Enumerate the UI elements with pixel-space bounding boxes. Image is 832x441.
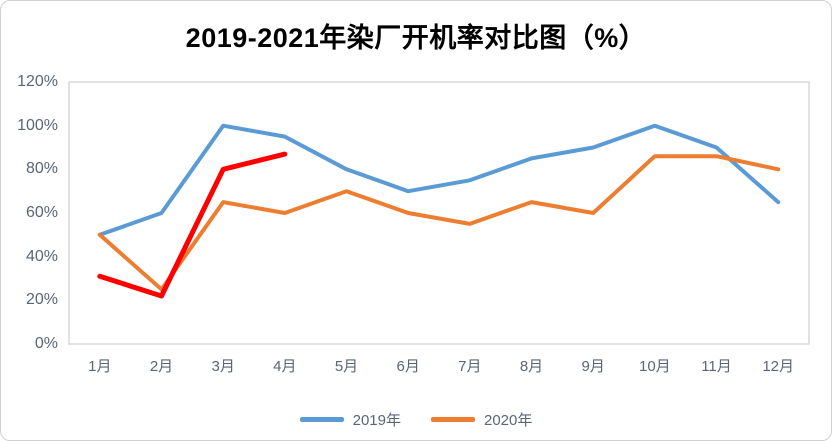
legend: 2019年 2020年 xyxy=(1,409,831,430)
y-axis-tick-label: 60% xyxy=(25,204,58,221)
y-axis-tick-label: 80% xyxy=(25,160,58,178)
x-axis-tick-label: 6月 xyxy=(396,358,420,375)
x-axis-tick-label: 2月 xyxy=(149,358,174,375)
y-axis-tick-label: 100% xyxy=(17,116,58,134)
chart-title: 2019-2021年染厂开机率对比图（%） xyxy=(185,23,647,53)
series-line-2019年 xyxy=(97,123,781,237)
series-line-2021年 xyxy=(97,151,288,299)
x-axis-tick-label: 7月 xyxy=(458,358,482,375)
x-axis-tick-label: 1月 xyxy=(88,358,112,375)
x-axis-tick-label: 4月 xyxy=(273,358,297,375)
y-axis-tick-label: 40% xyxy=(25,247,58,265)
x-axis-tick-label: 3月 xyxy=(211,358,235,375)
legend-label: 2020年 xyxy=(484,412,533,429)
x-axis-tick-label: 8月 xyxy=(519,358,544,375)
legend-label: 2019年 xyxy=(352,412,401,429)
legend-line-marker-icon xyxy=(431,417,475,422)
x-axis-tick-label: 5月 xyxy=(334,358,359,375)
y-axis-tick-label: 0% xyxy=(34,335,58,352)
series-line-2020年 xyxy=(97,154,781,292)
legend-item-2019年: 2019年 xyxy=(299,409,401,430)
y-axis-tick-label: 120% xyxy=(17,73,58,90)
y-axis-tick-label: 20% xyxy=(25,291,58,309)
legend-line-marker-icon xyxy=(299,417,344,422)
legend-item-2020年: 2020年 xyxy=(431,409,532,430)
x-axis-tick-label: 12月 xyxy=(762,358,794,375)
x-axis-tick-label: 10月 xyxy=(638,358,671,375)
plot-border xyxy=(68,81,810,345)
x-axis-tick-label: 9月 xyxy=(581,358,605,375)
x-axis-tick-label: 11月 xyxy=(701,358,732,375)
